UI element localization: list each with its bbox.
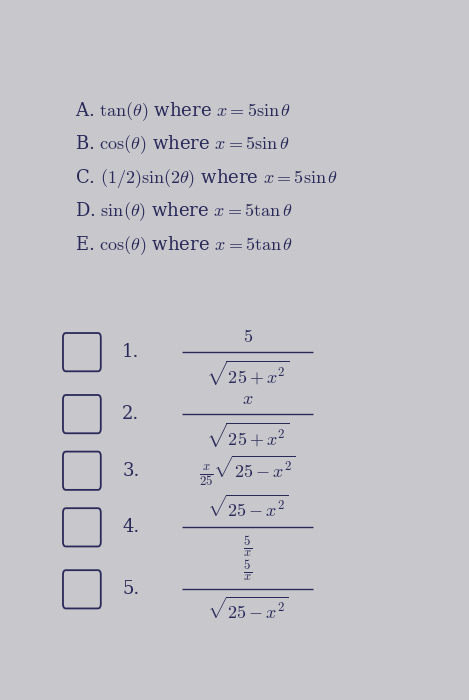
Text: $x$: $x$ <box>242 390 253 407</box>
FancyBboxPatch shape <box>63 570 101 608</box>
Text: $\frac{5}{x}$: $\frac{5}{x}$ <box>243 534 252 559</box>
FancyBboxPatch shape <box>63 333 101 371</box>
Text: $\sqrt{25+x^2}$: $\sqrt{25+x^2}$ <box>206 358 289 388</box>
Text: $\frac{x}{25}\sqrt{25-x^2}$: $\frac{x}{25}\sqrt{25-x^2}$ <box>199 454 296 488</box>
Text: 4.: 4. <box>122 518 139 536</box>
FancyBboxPatch shape <box>63 452 101 490</box>
Text: E. $\cos(\theta)$ where $x = 5\tan\theta$: E. $\cos(\theta)$ where $x = 5\tan\theta… <box>75 234 293 257</box>
Text: $\frac{5}{x}$: $\frac{5}{x}$ <box>243 558 252 583</box>
FancyBboxPatch shape <box>63 395 101 433</box>
Text: $\sqrt{25-x^2}$: $\sqrt{25-x^2}$ <box>207 596 288 622</box>
Text: 5.: 5. <box>122 580 139 598</box>
Text: D. $\sin(\theta)$ where $x = 5\tan\theta$: D. $\sin(\theta)$ where $x = 5\tan\theta… <box>75 200 293 223</box>
Text: 3.: 3. <box>122 462 140 480</box>
Text: C. $(1/2)\sin(2\theta)$ where $x = 5\sin\theta$: C. $(1/2)\sin(2\theta)$ where $x = 5\sin… <box>75 167 338 190</box>
Text: $5$: $5$ <box>242 328 253 346</box>
Text: 2.: 2. <box>122 405 139 423</box>
Text: $\sqrt{25-x^2}$: $\sqrt{25-x^2}$ <box>207 494 288 521</box>
Text: 1.: 1. <box>122 343 140 361</box>
Text: A. $\tan(\theta)$ where $x = 5\sin\theta$: A. $\tan(\theta)$ where $x = 5\sin\theta… <box>75 100 291 123</box>
Text: B. $\cos(\theta)$ where $x = 5\sin\theta$: B. $\cos(\theta)$ where $x = 5\sin\theta… <box>75 134 289 156</box>
FancyBboxPatch shape <box>63 508 101 547</box>
Text: $\sqrt{25+x^2}$: $\sqrt{25+x^2}$ <box>206 421 289 449</box>
